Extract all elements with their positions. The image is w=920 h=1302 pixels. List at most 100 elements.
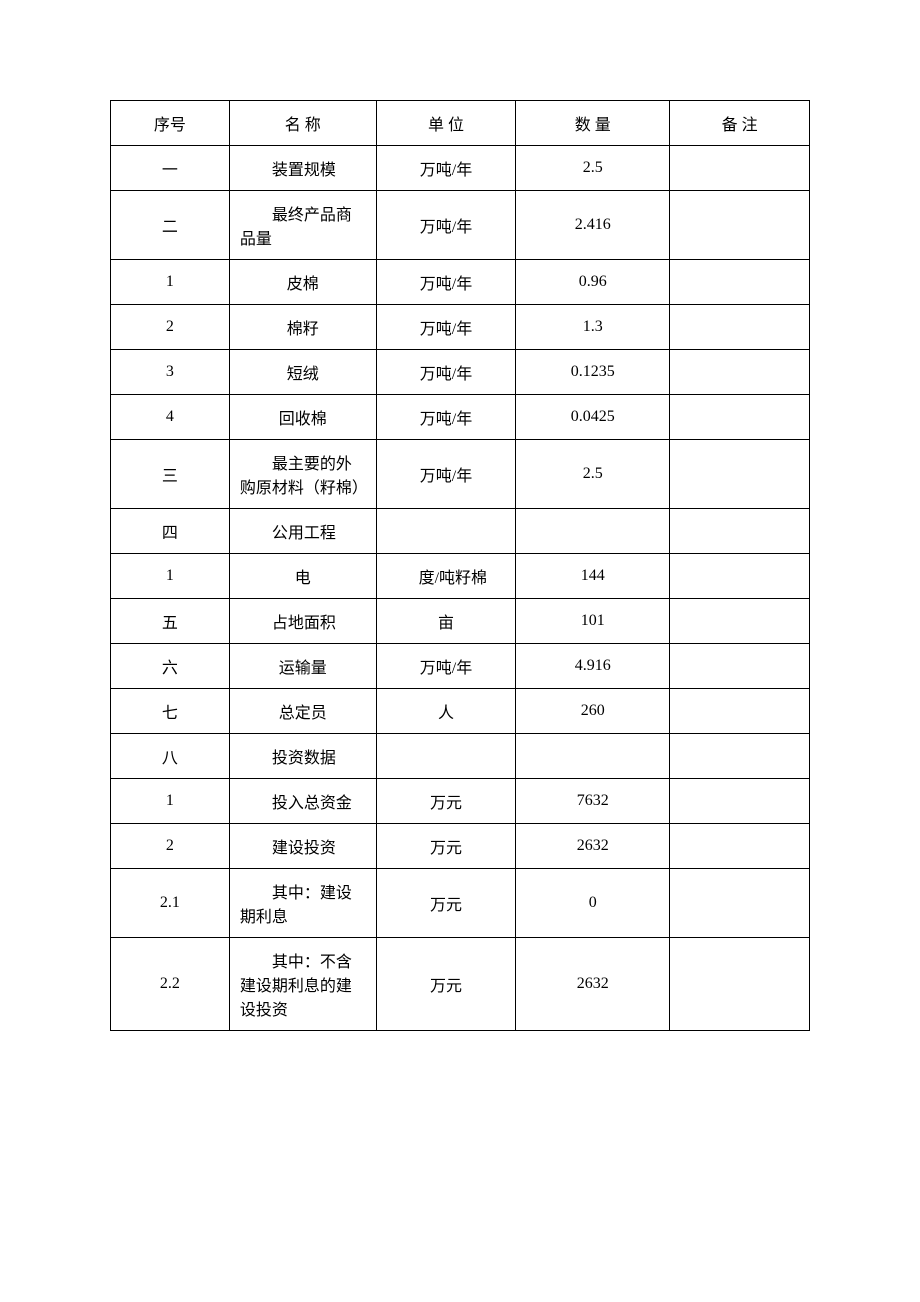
cell-name: 建设投资 [229,824,376,869]
cell-seq: 四 [111,509,230,554]
cell-unit: 度/吨籽棉 [376,554,516,599]
cell-qty: 0 [516,869,670,938]
cell-name: 投资数据 [229,734,376,779]
cell-notes [670,734,810,779]
cell-seq: 一 [111,146,230,191]
cell-name: 占地面积 [229,599,376,644]
cell-unit: 万吨/年 [376,305,516,350]
table-row: 2.1 其中：建设期利息 万元 0 [111,869,810,938]
cell-seq: 3 [111,350,230,395]
cell-notes [670,644,810,689]
data-table: 序号 名 称 单 位 数 量 备 注 一 装置规模 万吨/年 2.5 二 最终产… [110,100,810,1031]
cell-unit: 万吨/年 [376,191,516,260]
cell-seq: 1 [111,554,230,599]
cell-name: 短绒 [229,350,376,395]
cell-name: 电 [229,554,376,599]
table-row: 七 总定员 人 260 [111,689,810,734]
cell-seq: 二 [111,191,230,260]
cell-notes [670,305,810,350]
cell-seq: 2 [111,824,230,869]
cell-unit: 万吨/年 [376,395,516,440]
cell-qty: 2632 [516,824,670,869]
table-row: 三 最主要的外购原材料（籽棉） 万吨/年 2.5 [111,440,810,509]
table-row: 五 占地面积 亩 101 [111,599,810,644]
cell-notes [670,779,810,824]
cell-seq: 4 [111,395,230,440]
cell-notes [670,689,810,734]
table-row: 六 运输量 万吨/年 4.916 [111,644,810,689]
cell-unit [376,509,516,554]
cell-name: 公用工程 [229,509,376,554]
cell-name: 回收棉 [229,395,376,440]
cell-notes [670,869,810,938]
cell-unit: 万元 [376,938,516,1031]
cell-unit: 万元 [376,824,516,869]
table-body: 一 装置规模 万吨/年 2.5 二 最终产品商品量 万吨/年 2.416 1 皮… [111,146,810,1031]
cell-name: 投入总资金 [229,779,376,824]
cell-unit: 人 [376,689,516,734]
cell-seq: 2.1 [111,869,230,938]
cell-unit: 万元 [376,779,516,824]
cell-seq: 三 [111,440,230,509]
cell-unit: 万元 [376,869,516,938]
header-seq: 序号 [111,101,230,146]
header-unit: 单 位 [376,101,516,146]
cell-qty: 0.96 [516,260,670,305]
cell-name: 其中：建设期利息 [229,869,376,938]
cell-unit: 万吨/年 [376,644,516,689]
cell-seq: 1 [111,779,230,824]
cell-qty: 0.0425 [516,395,670,440]
cell-seq: 2.2 [111,938,230,1031]
cell-name: 总定员 [229,689,376,734]
cell-seq: 五 [111,599,230,644]
table-row: 八 投资数据 [111,734,810,779]
cell-unit: 亩 [376,599,516,644]
cell-unit [376,734,516,779]
table-row: 2.2 其中：不含建设期利息的建设投资 万元 2632 [111,938,810,1031]
cell-qty: 2.5 [516,146,670,191]
table-header-row: 序号 名 称 单 位 数 量 备 注 [111,101,810,146]
cell-notes [670,146,810,191]
cell-seq: 六 [111,644,230,689]
cell-qty: 2.5 [516,440,670,509]
cell-notes [670,350,810,395]
cell-notes [670,824,810,869]
cell-name: 运输量 [229,644,376,689]
cell-unit: 万吨/年 [376,350,516,395]
cell-qty [516,509,670,554]
cell-unit: 万吨/年 [376,440,516,509]
cell-qty: 2632 [516,938,670,1031]
table-row: 4 回收棉 万吨/年 0.0425 [111,395,810,440]
table-row: 1 投入总资金 万元 7632 [111,779,810,824]
cell-name: 最主要的外购原材料（籽棉） [229,440,376,509]
cell-qty: 0.1235 [516,350,670,395]
cell-notes [670,554,810,599]
cell-seq: 七 [111,689,230,734]
table-row: 四 公用工程 [111,509,810,554]
header-qty: 数 量 [516,101,670,146]
cell-notes [670,440,810,509]
cell-name: 棉籽 [229,305,376,350]
cell-seq: 八 [111,734,230,779]
table-row: 一 装置规模 万吨/年 2.5 [111,146,810,191]
cell-qty [516,734,670,779]
cell-qty: 260 [516,689,670,734]
table-row: 二 最终产品商品量 万吨/年 2.416 [111,191,810,260]
cell-qty: 144 [516,554,670,599]
cell-name: 其中：不含建设期利息的建设投资 [229,938,376,1031]
cell-notes [670,509,810,554]
cell-unit: 万吨/年 [376,146,516,191]
table-row: 1 电 度/吨籽棉 144 [111,554,810,599]
header-notes: 备 注 [670,101,810,146]
cell-qty: 101 [516,599,670,644]
cell-notes [670,938,810,1031]
cell-seq: 1 [111,260,230,305]
cell-name: 最终产品商品量 [229,191,376,260]
table-row: 3 短绒 万吨/年 0.1235 [111,350,810,395]
cell-qty: 1.3 [516,305,670,350]
cell-qty: 2.416 [516,191,670,260]
table-row: 2 棉籽 万吨/年 1.3 [111,305,810,350]
cell-name: 皮棉 [229,260,376,305]
cell-notes [670,395,810,440]
cell-unit: 万吨/年 [376,260,516,305]
